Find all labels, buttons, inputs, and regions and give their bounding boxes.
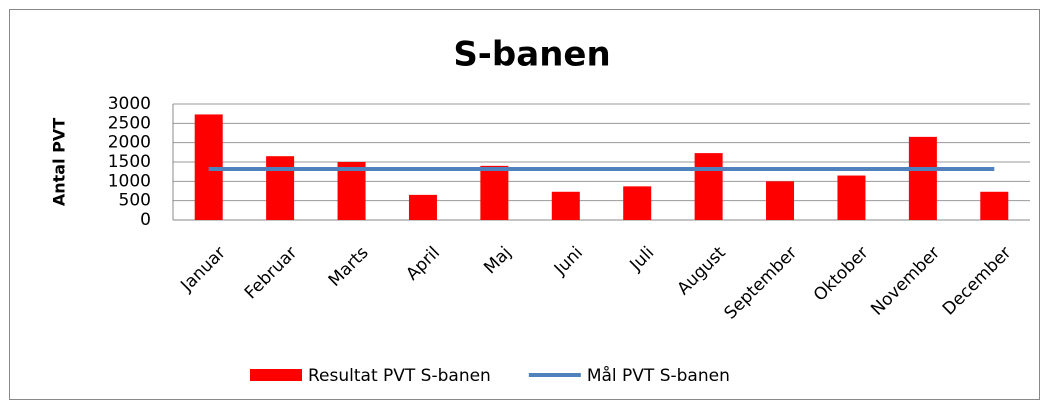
- y-tick-label: 0: [140, 210, 151, 230]
- chart-border: [9, 9, 1040, 400]
- legend-swatch: [250, 369, 302, 381]
- bar: [980, 191, 1009, 220]
- y-tick-label: 500: [119, 191, 151, 211]
- bar: [694, 153, 723, 220]
- y-tick-label: 3000: [108, 94, 151, 114]
- bar: [766, 181, 795, 220]
- bar: [480, 165, 509, 220]
- y-tick-label: 1500: [108, 152, 151, 172]
- bar: [837, 175, 866, 220]
- bar: [908, 136, 937, 220]
- chart-title: S-banen: [453, 35, 610, 75]
- y-tick-label: 1000: [108, 171, 151, 191]
- y-axis-label: Antal PVT: [50, 118, 69, 206]
- bar: [551, 191, 580, 220]
- bar: [266, 156, 295, 220]
- bar: [623, 186, 652, 220]
- y-tick-label: 2500: [108, 113, 151, 133]
- bar: [408, 194, 437, 220]
- legend-label: Resultat PVT S-banen: [308, 366, 491, 386]
- legend-label: Mål PVT S-banen: [587, 365, 730, 386]
- y-tick-label: 2000: [108, 133, 151, 153]
- bar: [337, 162, 366, 220]
